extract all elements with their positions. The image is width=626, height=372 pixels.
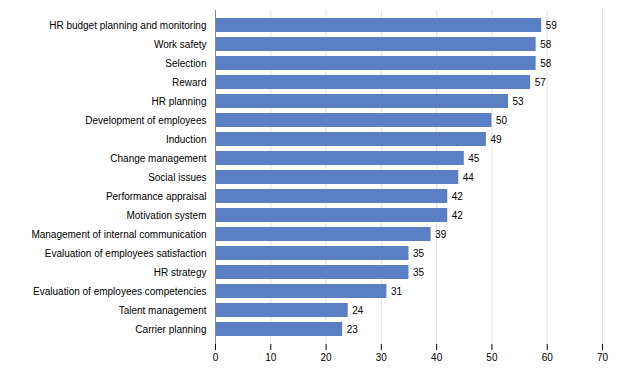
svg-text:Development of employees: Development of employees	[85, 115, 206, 126]
svg-text:24: 24	[352, 305, 364, 316]
svg-text:31: 31	[391, 286, 403, 297]
svg-text:Evaluation of employees compet: Evaluation of employees competencies	[33, 286, 206, 297]
svg-text:Change management: Change management	[110, 153, 206, 164]
svg-text:70: 70	[597, 352, 609, 363]
svg-text:59: 59	[546, 20, 558, 31]
svg-text:45: 45	[468, 153, 480, 164]
svg-text:30: 30	[376, 352, 388, 363]
svg-text:50: 50	[486, 352, 498, 363]
svg-text:42: 42	[452, 210, 464, 221]
svg-text:50: 50	[496, 115, 508, 126]
svg-text:Talent management: Talent management	[119, 305, 207, 316]
svg-text:Management of internal communi: Management of internal communication	[31, 229, 206, 240]
svg-text:HR strategy: HR strategy	[154, 267, 207, 278]
svg-text:Motivation system: Motivation system	[126, 210, 206, 221]
svg-text:53: 53	[513, 96, 525, 107]
svg-text:HR planning: HR planning	[151, 96, 206, 107]
svg-text:Performance appraisal: Performance appraisal	[106, 191, 207, 202]
svg-text:58: 58	[540, 58, 552, 69]
svg-text:42: 42	[452, 191, 464, 202]
svg-text:58: 58	[540, 39, 552, 50]
svg-text:44: 44	[463, 172, 475, 183]
svg-text:Carrier planning: Carrier planning	[135, 324, 206, 335]
svg-text:35: 35	[413, 248, 425, 259]
svg-text:39: 39	[435, 229, 447, 240]
svg-text:0: 0	[213, 352, 219, 363]
svg-text:Induction: Induction	[166, 134, 207, 145]
svg-text:60: 60	[542, 352, 554, 363]
svg-text:Social issues: Social issues	[148, 172, 206, 183]
svg-text:HR budget planning and monitor: HR budget planning and monitoring	[49, 20, 206, 31]
svg-text:35: 35	[413, 267, 425, 278]
svg-text:Selection: Selection	[165, 58, 206, 69]
svg-text:49: 49	[490, 134, 502, 145]
svg-text:20: 20	[321, 352, 333, 363]
svg-text:Reward: Reward	[172, 77, 206, 88]
svg-text:57: 57	[535, 77, 547, 88]
svg-text:40: 40	[431, 352, 443, 363]
svg-text:10: 10	[265, 352, 277, 363]
svg-text:Evaluation of employees satisf: Evaluation of employees satisfaction	[45, 248, 207, 259]
svg-text:Work safety: Work safety	[154, 39, 207, 50]
svg-text:23: 23	[347, 324, 359, 335]
